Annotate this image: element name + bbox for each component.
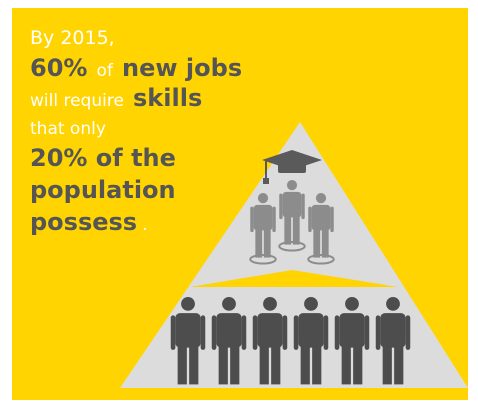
- torso: [339, 313, 365, 348]
- person: [278, 180, 306, 252]
- arm: [375, 315, 381, 350]
- leg: [312, 345, 322, 385]
- torso: [257, 313, 283, 348]
- person: [252, 297, 288, 385]
- arm: [405, 315, 411, 350]
- head: [345, 297, 359, 311]
- torso: [311, 204, 331, 231]
- text: that only: [30, 119, 106, 139]
- arm: [282, 315, 288, 350]
- person: [334, 297, 370, 385]
- head: [304, 297, 318, 311]
- leg: [263, 228, 271, 258]
- text: .: [142, 215, 147, 235]
- graduation-cap: [262, 150, 322, 184]
- text: population: [30, 176, 176, 204]
- person: [307, 193, 335, 265]
- leg: [189, 345, 199, 385]
- arm: [250, 206, 254, 233]
- text: will require: [30, 91, 124, 111]
- ring: [278, 241, 306, 252]
- person: [249, 193, 277, 265]
- arm: [301, 193, 305, 220]
- head: [263, 297, 277, 311]
- arm: [272, 206, 276, 233]
- person: [293, 297, 329, 385]
- leg: [230, 345, 240, 385]
- leg: [292, 215, 300, 245]
- leg: [394, 345, 404, 385]
- arm: [323, 315, 329, 350]
- person: [375, 297, 411, 385]
- leg: [177, 345, 187, 385]
- ring: [307, 254, 335, 265]
- arm: [308, 206, 312, 233]
- leg: [271, 345, 281, 385]
- arm: [252, 315, 258, 350]
- figures: [170, 180, 411, 385]
- arm: [293, 315, 299, 350]
- person: [170, 297, 206, 385]
- text: 20% of the: [30, 144, 176, 172]
- torso: [216, 313, 242, 348]
- text: 60%: [30, 54, 87, 82]
- headline: By 2015, 60% of new jobs will require sk…: [30, 27, 247, 236]
- leg: [284, 215, 292, 245]
- arm: [200, 315, 206, 350]
- arm: [211, 315, 217, 350]
- arm: [279, 193, 283, 220]
- leg: [321, 228, 329, 258]
- head: [286, 180, 298, 191]
- torso: [253, 204, 273, 231]
- torso: [298, 313, 324, 348]
- text: skills: [133, 84, 202, 112]
- text: of: [97, 61, 114, 81]
- arm: [241, 315, 247, 350]
- leg: [218, 345, 228, 385]
- arm: [330, 206, 334, 233]
- head: [222, 297, 236, 311]
- text: By 2015,: [30, 27, 115, 49]
- leg: [259, 345, 269, 385]
- text: new jobs: [122, 54, 242, 82]
- head: [315, 193, 327, 204]
- leg: [382, 345, 392, 385]
- divider: [190, 270, 398, 287]
- torso: [175, 313, 201, 348]
- person: [211, 297, 247, 385]
- arm: [364, 315, 370, 350]
- arm: [170, 315, 176, 350]
- text: possess: [30, 208, 137, 236]
- arm: [334, 315, 340, 350]
- leg: [313, 228, 321, 258]
- ring: [249, 254, 277, 265]
- torso: [380, 313, 406, 348]
- head: [181, 297, 195, 311]
- leg: [255, 228, 263, 258]
- leg: [341, 345, 351, 385]
- torso: [282, 191, 302, 218]
- head: [257, 193, 269, 204]
- head: [386, 297, 400, 311]
- leg: [353, 345, 363, 385]
- leg: [300, 345, 310, 385]
